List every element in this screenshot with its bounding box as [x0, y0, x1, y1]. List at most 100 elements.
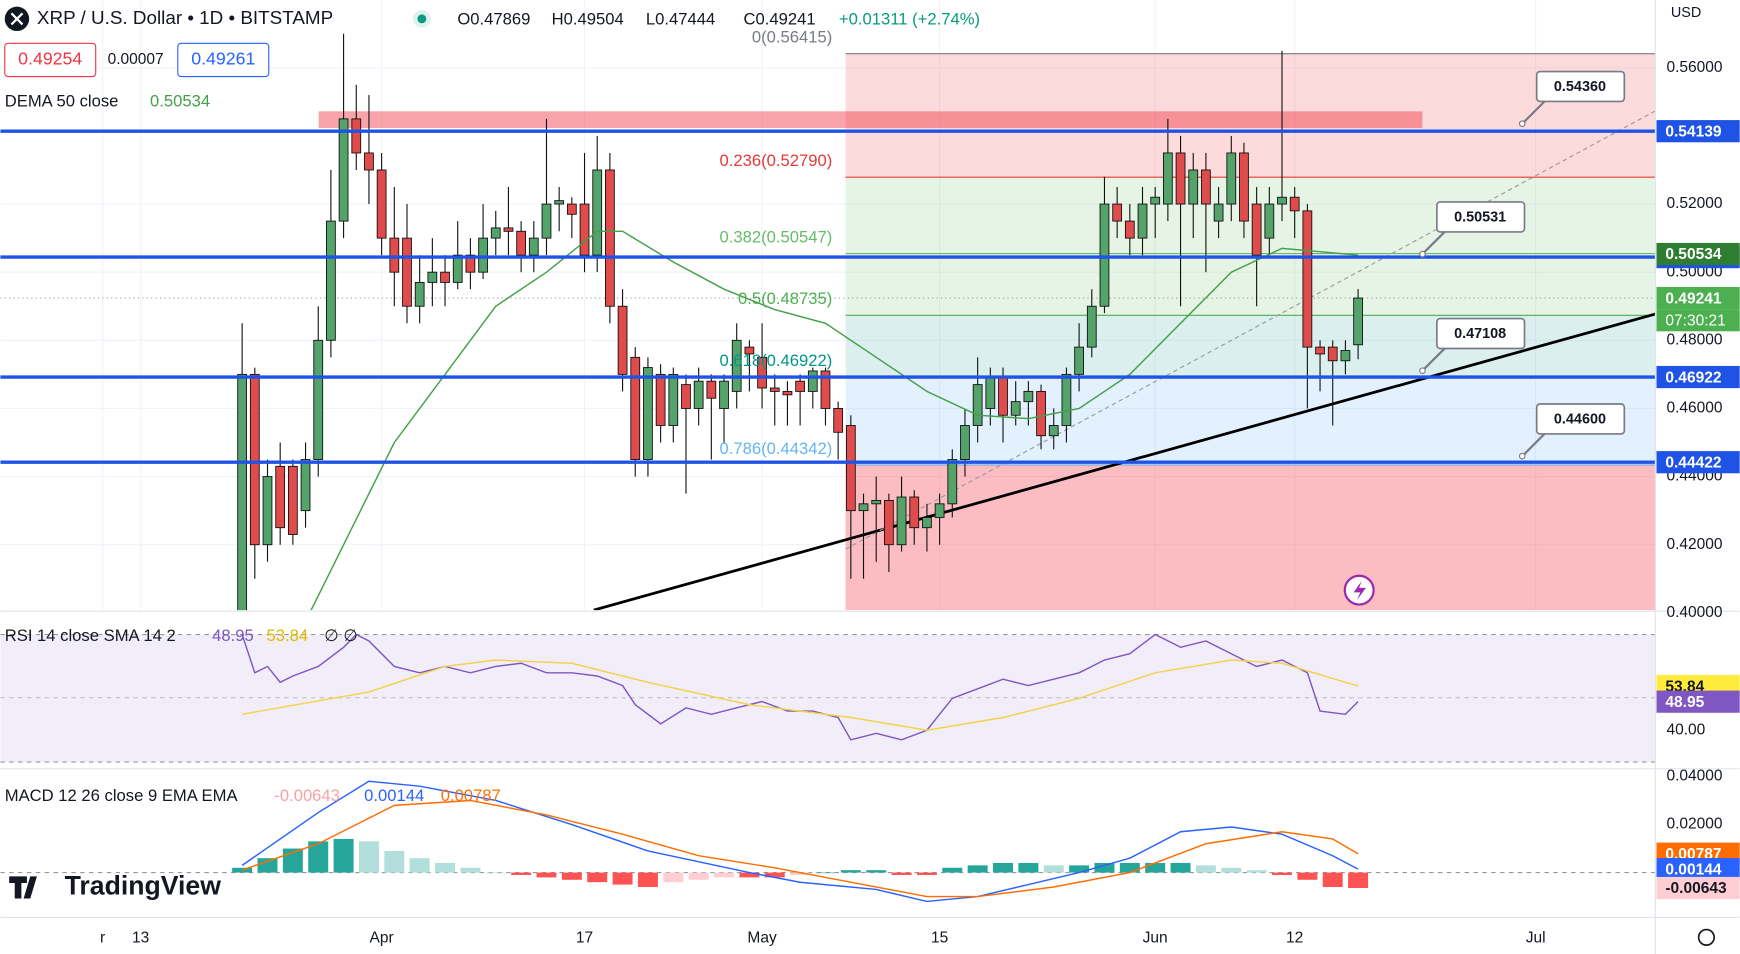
macd-hist-bar: [1348, 872, 1369, 889]
candle-body: [998, 377, 1008, 416]
candle-body: [465, 254, 476, 273]
candle-body: [1353, 297, 1363, 346]
rsi-extra: ∅ ∅: [324, 626, 358, 645]
macd-hist-bar: [1094, 862, 1115, 873]
callout-anchor: [1518, 120, 1526, 127]
callout-pointer: [1521, 432, 1547, 457]
candle-body: [617, 305, 628, 375]
y-tick-label: 0.56000: [1666, 59, 1722, 76]
brand: TradingView: [65, 870, 222, 900]
candle-body: [275, 465, 286, 529]
macd-hist-bar: [993, 862, 1013, 873]
candle-body: [1061, 373, 1072, 426]
candle-body: [237, 373, 248, 611]
price-badge: 0.49241: [1665, 290, 1721, 307]
ohlc-open: O0.47869: [457, 9, 530, 28]
currency[interactable]: USD: [1671, 5, 1701, 21]
candle-body: [1213, 203, 1224, 222]
macd-hist-bar: [1272, 872, 1292, 875]
candle-body: [884, 499, 894, 546]
fib-zone: [845, 464, 1656, 611]
candle-body: [592, 169, 603, 256]
candle-body: [744, 346, 755, 355]
callout-box: [1436, 201, 1526, 233]
ohlc-close: C0.49241: [744, 9, 816, 28]
macd-hist-bar: [1246, 870, 1267, 873]
x-tick-label: 13: [132, 930, 149, 947]
level-badge-bg: [1656, 365, 1740, 389]
candle-body: [1175, 152, 1186, 205]
candle-body: [1289, 196, 1300, 212]
candle-body: [655, 373, 666, 426]
rsi-badge: 48.95: [1665, 694, 1704, 711]
settings[interactable]: [1697, 928, 1716, 946]
candle-body: [845, 425, 856, 512]
macd-hist-bar: [358, 841, 379, 873]
callout-label: 0.54360: [1554, 79, 1606, 95]
candle-body: [972, 384, 983, 426]
macd-hist-bar: [1195, 865, 1216, 873]
candle-body: [731, 339, 742, 392]
candle-body: [1074, 346, 1084, 375]
x-tick-label: Apr: [370, 930, 394, 947]
candle-body: [1327, 346, 1338, 362]
level-badge: 0.54139: [1665, 123, 1721, 140]
rsi-pane: [0, 633, 1656, 763]
candle-body: [566, 203, 577, 215]
candle-body: [579, 203, 590, 256]
x-tick-label: r: [100, 930, 105, 947]
macd-hist-bar: [333, 838, 354, 873]
macd-hist-bar: [688, 872, 709, 880]
event-bolt: [1353, 581, 1366, 601]
macd-hist-bar: [612, 872, 633, 885]
macd-hist-bar: [257, 858, 278, 873]
candle-body: [478, 237, 488, 273]
candle-body: [820, 370, 831, 409]
macd-hist-bar: [409, 858, 430, 873]
macd-hist-bar: [536, 872, 557, 878]
candle-body: [896, 496, 907, 546]
candle-body: [668, 373, 679, 426]
candle-body: [1023, 390, 1034, 403]
fib-zone: [845, 464, 1656, 611]
macd-hist-bar: [1018, 862, 1039, 873]
candle-body: [528, 237, 539, 256]
ask: 0.49261: [191, 49, 255, 69]
dema-badge-bg: [1656, 242, 1740, 266]
macd-hist-bar: [1043, 865, 1064, 873]
candle-body: [1112, 203, 1123, 222]
candle-body: [516, 230, 527, 256]
macd-hist-bar: [1221, 867, 1242, 873]
macd-hist-bar: [460, 867, 481, 873]
macd-hist-value: -0.00643: [274, 786, 340, 805]
candle-body: [1264, 203, 1275, 239]
bid-box[interactable]: [4, 42, 97, 78]
macd-hist-bar: [815, 872, 836, 874]
candle-body: [922, 517, 932, 529]
signal-line: [241, 799, 1359, 898]
candle-body: [300, 459, 311, 512]
candle-body: [1239, 152, 1249, 222]
macd-tick-label: 0.04000: [1666, 768, 1722, 785]
macd-hist-bar: [891, 872, 912, 875]
dema-badge: 0.50534: [1665, 246, 1721, 263]
fib-zone: [845, 315, 1656, 378]
main-pane: [0, 0, 1656, 611]
candle-body: [427, 271, 438, 283]
macd-hist-bar: [308, 841, 329, 873]
callout-pointer: [1521, 99, 1547, 125]
macd-hist-bar: [739, 872, 760, 878]
candle-body: [364, 152, 374, 171]
ask-box[interactable]: [177, 42, 270, 78]
candle-body: [262, 476, 273, 546]
candle-body: [757, 356, 767, 389]
y-tick-label: 0.48000: [1666, 331, 1722, 348]
candle-body: [313, 339, 324, 460]
status-dot: [417, 14, 427, 24]
candle-body: [402, 237, 412, 307]
dema-line: [310, 230, 1359, 611]
candle-body: [1048, 425, 1059, 437]
candle-body: [1251, 203, 1262, 256]
candle-body: [985, 377, 996, 409]
